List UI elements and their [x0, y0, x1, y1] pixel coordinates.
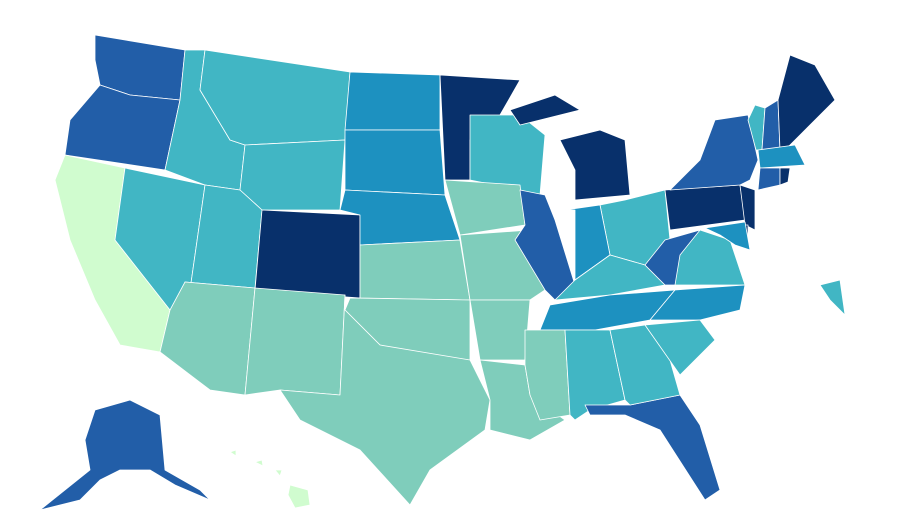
state-region — [229, 449, 311, 509]
state-region — [444, 179, 526, 236]
state-region — [757, 167, 781, 191]
state-region — [664, 184, 746, 231]
state-region — [779, 167, 791, 186]
state-region — [704, 221, 751, 251]
state-region — [819, 279, 846, 316]
state-region — [644, 229, 701, 286]
state-region — [469, 299, 531, 361]
state-region — [239, 139, 346, 211]
state-region — [739, 184, 756, 231]
state-region — [757, 144, 806, 169]
state-region — [559, 129, 631, 201]
state-region — [279, 294, 491, 506]
state-region — [649, 284, 746, 321]
states — [39, 34, 846, 511]
state-region — [344, 129, 446, 196]
state-region — [584, 394, 721, 501]
state-region — [39, 399, 211, 511]
state-region — [359, 239, 471, 301]
state-region — [777, 54, 836, 151]
state-region — [669, 114, 759, 191]
state-region — [344, 71, 441, 131]
state-region — [509, 94, 581, 126]
state-region — [644, 319, 716, 376]
state-region — [254, 209, 361, 299]
state-region — [244, 287, 346, 396]
